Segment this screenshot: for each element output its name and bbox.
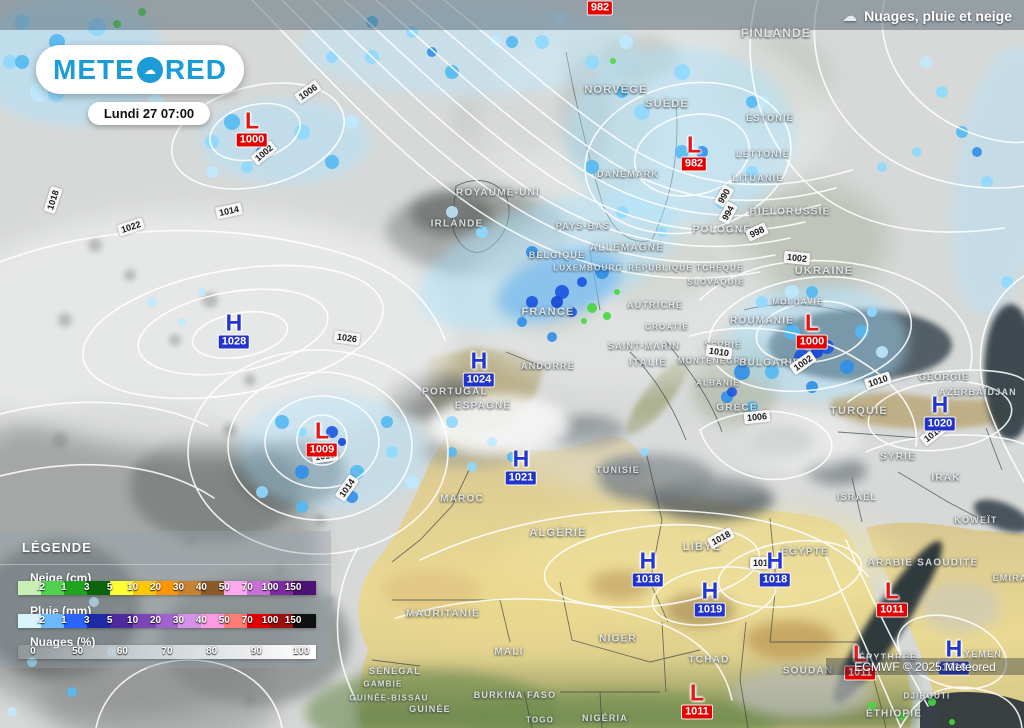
legend-tick: 20 [149, 582, 162, 593]
legend-color-segment [132, 581, 156, 595]
legend-tick: 60 [116, 646, 128, 657]
legend-tick: 10 [127, 582, 139, 593]
layer-indicator[interactable]: ☁ Nuages, pluie et neige [842, 6, 1012, 26]
legend-tick: 40 [195, 615, 207, 626]
legend-tick: 3 [83, 615, 90, 626]
persian-gulf [973, 499, 1024, 533]
layer-label: Nuages, pluie et neige [864, 8, 1012, 24]
legend-color-segment [155, 614, 179, 628]
legend-tick: 20 [149, 615, 162, 626]
legend-color-segment [155, 581, 179, 595]
legend-color-segment [247, 614, 271, 628]
legend-tick: 0 [30, 646, 36, 657]
legend-color-segment [293, 614, 316, 628]
red-sea [833, 540, 943, 704]
legend-color-segment [63, 581, 87, 595]
legend-color-segment [86, 614, 110, 628]
legend-divider [0, 564, 331, 565]
anatolia-land [830, 392, 1015, 429]
legend-color-segment [201, 614, 225, 628]
legend-color-segment [247, 581, 271, 595]
meteored-o-icon: ☁ [136, 56, 163, 83]
legend-color-segment [109, 581, 133, 595]
legend-rain-scale: .2 1 3 5 10 20 30 40 50 70 100 150 [18, 614, 316, 628]
legend-color-segment [18, 614, 41, 628]
legend-tick: 70 [161, 646, 173, 657]
legend-tick: 100 [261, 582, 279, 593]
legend-tick: 50 [218, 615, 230, 626]
legend-color-segment [178, 581, 202, 595]
legend-tick: 50 [72, 646, 84, 657]
legend-clouds-scale: 0 50 60 70 80 90 100 [18, 645, 316, 659]
legend-tick: 10 [127, 615, 139, 626]
legend-tick: 3 [83, 582, 90, 593]
legend-color-segment [40, 614, 64, 628]
legend-tick: 40 [195, 582, 207, 593]
legend-tick: 1 [61, 615, 67, 626]
legend-color-segment [270, 614, 294, 628]
legend-color-segment [86, 581, 110, 595]
legend-color-segment [40, 581, 64, 595]
legend-color-segment [109, 614, 133, 628]
legend-tick: 90 [250, 646, 262, 657]
legend-tick: .2 [36, 615, 46, 626]
model-attribution: ECMWF © 2025 Meteored [826, 658, 1024, 675]
legend-tick: 80 [206, 646, 218, 657]
legend-snow-scale: .2 1 3 5 10 20 30 40 50 70 100 150 [18, 581, 316, 595]
legend-tick: 100 [292, 646, 310, 657]
legend-tick: 5 [106, 582, 113, 593]
legend-tick: 30 [172, 582, 185, 593]
legend-color-segment [224, 581, 248, 595]
legend-tick: 1 [61, 582, 67, 593]
gulf-of-aden [920, 691, 1024, 728]
legend-tick: .2 [36, 582, 46, 593]
legend-color-segment [224, 614, 248, 628]
legend-color-segment [63, 614, 87, 628]
logo-text-suffix: RED [164, 53, 227, 85]
legend-color-segment [201, 581, 225, 595]
meteored-logo[interactable]: METE ☁ RED [36, 45, 244, 94]
timestamp-badge: Lundi 27 07:00 [88, 102, 210, 125]
legend-tick: 5 [106, 615, 113, 626]
legend-tick: 150 [284, 582, 302, 593]
legend-title: LÉGENDE [22, 540, 92, 555]
legend-color-segment [178, 614, 202, 628]
logo-text-prefix: METE [53, 53, 135, 85]
legend-tick: 150 [284, 615, 302, 626]
legend-color-segment [293, 581, 316, 595]
legend-tick: 100 [261, 615, 279, 626]
top-shade-band [0, 0, 1024, 30]
cloud-icon: ☁ [842, 8, 858, 25]
legend-tick: 50 [218, 582, 230, 593]
legend-color-segment [270, 581, 294, 595]
legend-tick: 30 [172, 615, 185, 626]
legend-color-segment [18, 581, 41, 595]
legend-color-segment [132, 614, 156, 628]
legend-tick: 70 [241, 615, 253, 626]
legend-panel: LÉGENDE Neige (cm) .2 1 3 5 10 20 30 40 50 70 100 1… [0, 531, 331, 668]
legend-tick: 70 [241, 582, 253, 593]
